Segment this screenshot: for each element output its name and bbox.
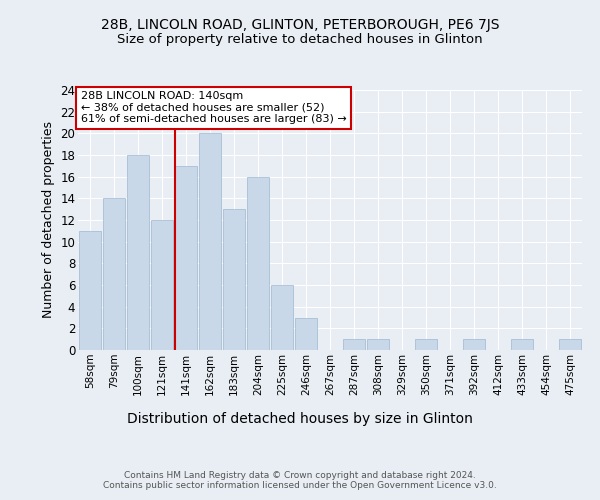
Text: Size of property relative to detached houses in Glinton: Size of property relative to detached ho… xyxy=(117,32,483,46)
Text: 28B, LINCOLN ROAD, GLINTON, PETERBOROUGH, PE6 7JS: 28B, LINCOLN ROAD, GLINTON, PETERBOROUGH… xyxy=(101,18,499,32)
Bar xyxy=(271,285,293,350)
Bar xyxy=(127,155,149,350)
Bar xyxy=(415,339,437,350)
Y-axis label: Number of detached properties: Number of detached properties xyxy=(41,122,55,318)
Bar xyxy=(367,339,389,350)
Bar xyxy=(175,166,197,350)
Text: 28B LINCOLN ROAD: 140sqm
← 38% of detached houses are smaller (52)
61% of semi-d: 28B LINCOLN ROAD: 140sqm ← 38% of detach… xyxy=(80,92,346,124)
Bar xyxy=(463,339,485,350)
Bar xyxy=(247,176,269,350)
Bar xyxy=(223,209,245,350)
Bar xyxy=(511,339,533,350)
Bar xyxy=(151,220,173,350)
Text: Distribution of detached houses by size in Glinton: Distribution of detached houses by size … xyxy=(127,412,473,426)
Bar xyxy=(199,134,221,350)
Bar xyxy=(103,198,125,350)
Bar xyxy=(559,339,581,350)
Bar xyxy=(343,339,365,350)
Bar xyxy=(79,231,101,350)
Bar xyxy=(295,318,317,350)
Text: Contains HM Land Registry data © Crown copyright and database right 2024.
Contai: Contains HM Land Registry data © Crown c… xyxy=(103,470,497,490)
